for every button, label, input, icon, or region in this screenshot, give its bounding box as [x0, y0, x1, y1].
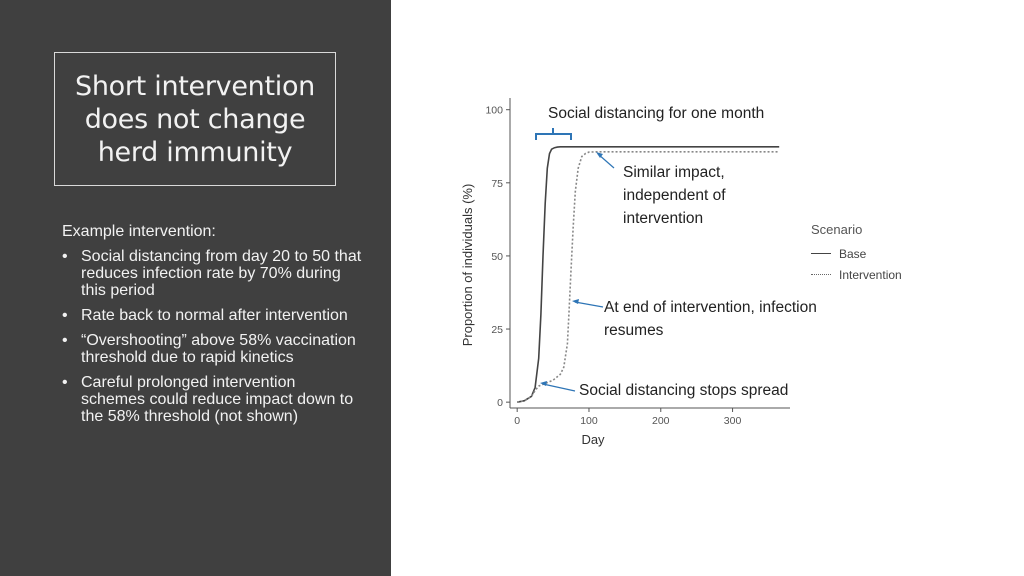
legend-swatch-dotted — [811, 274, 831, 275]
slide-title: Short intervention does not change herd … — [75, 70, 315, 168]
bullet-text: Social distancing from day 20 to 50 that… — [81, 248, 362, 299]
bullet-item: • Social distancing from day 20 to 50 tha… — [62, 248, 362, 299]
y-axis-label: Proportion of individuals (%) — [460, 184, 475, 347]
x-tick-label: 100 — [580, 415, 598, 427]
series-line-base — [517, 146, 780, 403]
legend-swatch-solid — [811, 253, 831, 254]
bullet-item: • Careful prolonged intervention schemes … — [62, 374, 362, 425]
legend-item-base: Base — [811, 243, 902, 264]
chart-series — [517, 146, 780, 403]
bullet-text: “Overshooting” above 58% vaccination thr… — [81, 332, 356, 366]
bullet-dot-icon: • — [62, 248, 68, 265]
annotation-similar-impact: Similar impact, independent of intervent… — [623, 164, 726, 227]
y-tick-label: 25 — [491, 324, 503, 336]
legend-label: Base — [839, 246, 867, 261]
x-tick-label: 0 — [514, 415, 520, 427]
bullet-dot-icon: • — [62, 332, 68, 349]
chart-legend: Scenario Base Intervention — [811, 222, 902, 285]
line-chart: 0 25 50 75 100 0 100 200 300 Day Proportion of i… — [460, 98, 790, 447]
bullet-list: • Social distancing from day 20 to 50 tha… — [62, 248, 362, 425]
annotation-social-month: Social distancing for one month — [548, 105, 765, 122]
bullet-dot-icon: • — [62, 307, 68, 324]
x-tick-label: 300 — [724, 415, 742, 427]
body-text: Example intervention: • Social distancing… — [62, 222, 362, 433]
chart-axes: 0 25 50 75 100 0 100 200 300 — [485, 98, 790, 427]
bullet-item: • Rate back to normal after intervention — [62, 307, 362, 324]
left-panel: Short intervention does not change herd … — [0, 0, 391, 576]
x-axis-label: Day — [581, 432, 605, 447]
bullet-dot-icon: • — [62, 374, 68, 391]
annotation-end-intervention: At end of intervention, infection resume… — [604, 299, 817, 339]
bullet-item: • “Overshooting” above 58% vaccination th… — [62, 332, 362, 366]
annotation-stops-spread: Social distancing stops spread — [579, 382, 789, 399]
intro-text: Example intervention: — [62, 223, 216, 240]
series-line-intervention — [517, 151, 780, 403]
legend-title: Scenario — [811, 222, 863, 237]
y-tick-label: 75 — [491, 178, 503, 190]
y-tick-label: 0 — [497, 397, 503, 409]
bullet-text: Rate back to normal after intervention — [81, 307, 348, 324]
x-tick-label: 200 — [652, 415, 670, 427]
legend-item-intervention: Intervention — [811, 264, 902, 285]
bullet-text: Careful prolonged intervention schemes c… — [81, 374, 354, 425]
title-box: Short intervention does not change herd … — [54, 52, 336, 186]
y-tick-label: 50 — [491, 251, 503, 263]
legend-label: Intervention — [839, 267, 902, 282]
y-tick-label: 100 — [485, 105, 503, 117]
